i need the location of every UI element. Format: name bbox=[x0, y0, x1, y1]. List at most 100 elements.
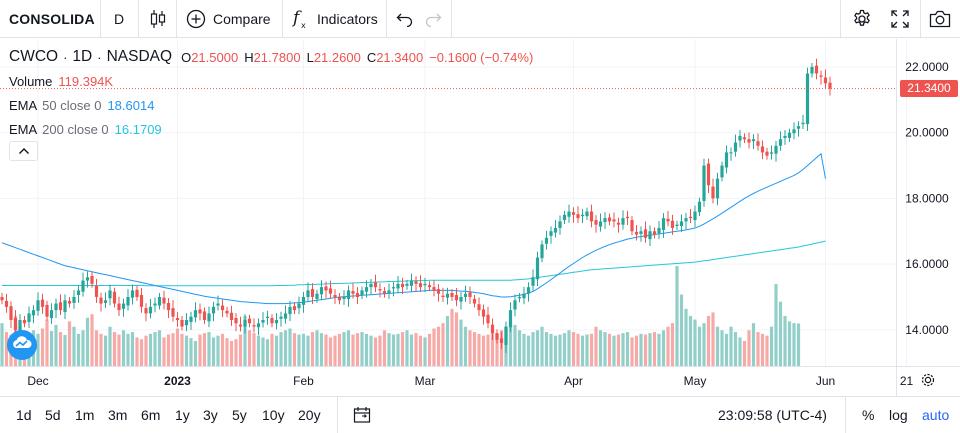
range-10y[interactable]: 10y bbox=[262, 407, 285, 423]
redo-button[interactable] bbox=[424, 0, 442, 38]
candle-body bbox=[58, 302, 63, 311]
legend-exchange: NASDAQ bbox=[106, 48, 173, 65]
snapshot-button[interactable] bbox=[929, 0, 951, 38]
range-1m[interactable]: 1m bbox=[75, 407, 95, 423]
range-6m[interactable]: 6m bbox=[141, 407, 161, 423]
legend-ema200-row[interactable]: EMA 200 close 0 16.1709 bbox=[9, 117, 533, 141]
candle-body bbox=[229, 312, 234, 320]
candle-body bbox=[400, 283, 405, 288]
percent-scale-toggle[interactable]: % bbox=[862, 407, 875, 423]
volume-bar bbox=[99, 333, 103, 366]
chart-legend: CWCO · 1D · NASDAQ O 21.5000 H 21.7800 L 21… bbox=[9, 45, 533, 141]
candle-body bbox=[391, 287, 396, 289]
time-axis: Dec 2023 Feb Mar Apr May Jun 21 bbox=[27, 373, 935, 388]
settings-button[interactable] bbox=[852, 0, 872, 38]
candle-body bbox=[238, 324, 243, 327]
price-tick-label: 20.0000 bbox=[905, 126, 949, 140]
compare-label: Compare bbox=[213, 11, 271, 27]
volume-bar bbox=[112, 332, 117, 366]
goto-date-button[interactable] bbox=[353, 406, 371, 433]
volume-bar bbox=[454, 312, 459, 366]
price-tick-label: 14.0000 bbox=[905, 323, 949, 337]
volume-bar bbox=[697, 326, 702, 366]
auto-scale-toggle[interactable]: auto bbox=[922, 407, 950, 423]
candle-body bbox=[373, 282, 378, 288]
legend-collapse-button[interactable] bbox=[9, 141, 38, 161]
volume-bar bbox=[526, 335, 531, 366]
volume-bar bbox=[234, 339, 238, 366]
range-1y[interactable]: 1y bbox=[175, 407, 190, 423]
candle-body bbox=[49, 310, 54, 319]
volume-bar bbox=[679, 294, 684, 366]
volume-bar bbox=[4, 332, 9, 366]
range-3y[interactable]: 3y bbox=[203, 407, 218, 423]
range-5d[interactable]: 5d bbox=[45, 407, 61, 423]
compare-button[interactable]: Compare bbox=[186, 0, 271, 38]
volume-bar bbox=[639, 333, 643, 366]
legend-ema50-row[interactable]: EMA 50 close 0 18.6014 bbox=[9, 93, 533, 117]
volume-bar bbox=[531, 332, 535, 366]
candle-body bbox=[40, 299, 45, 307]
volume-bar bbox=[765, 335, 769, 366]
legend-close-key: C bbox=[366, 49, 377, 65]
bottom-divider bbox=[337, 397, 338, 433]
undo-button[interactable] bbox=[396, 0, 414, 38]
candle-body bbox=[702, 165, 706, 202]
chart-type-button[interactable] bbox=[149, 0, 167, 38]
log-scale-toggle[interactable]: log bbox=[889, 407, 908, 423]
candle-body bbox=[693, 211, 697, 221]
redo-icon bbox=[424, 11, 442, 27]
volume-bar bbox=[292, 333, 297, 366]
cloud-logo-icon bbox=[11, 335, 33, 356]
volume-bar bbox=[373, 337, 378, 366]
candle-body bbox=[463, 293, 468, 297]
clock-timezone[interactable]: 23:09:58 (UTC-4) bbox=[718, 407, 827, 423]
legend-symbol-row[interactable]: CWCO · 1D · NASDAQ O 21.5000 H 21.7800 L 21… bbox=[9, 45, 533, 69]
candle-body bbox=[459, 296, 463, 302]
legend-open-key: O bbox=[181, 49, 192, 65]
candle-body bbox=[828, 82, 832, 89]
candle-body bbox=[517, 296, 522, 299]
candle-body bbox=[283, 313, 288, 319]
candle-body bbox=[472, 298, 477, 304]
candle-body bbox=[72, 296, 76, 303]
candle-body bbox=[405, 283, 409, 286]
volume-bar bbox=[571, 332, 576, 366]
candle-body bbox=[117, 303, 121, 311]
volume-bar bbox=[130, 332, 135, 366]
volume-bar bbox=[261, 337, 265, 366]
range-3m[interactable]: 3m bbox=[108, 407, 128, 423]
volume-bar bbox=[175, 328, 180, 366]
candle-body bbox=[625, 216, 630, 219]
volume-bar bbox=[760, 333, 765, 366]
candle-body bbox=[378, 289, 382, 291]
candle-body bbox=[553, 227, 558, 233]
volume-bar bbox=[103, 335, 108, 366]
candle-body bbox=[360, 290, 364, 296]
volume-bar bbox=[738, 337, 742, 366]
candle-body bbox=[783, 135, 787, 138]
volume-bar bbox=[625, 332, 630, 366]
candle-body bbox=[382, 291, 387, 294]
volume-bar bbox=[324, 334, 328, 366]
range-20y[interactable]: 20y bbox=[298, 407, 321, 423]
volume-bar bbox=[364, 333, 369, 366]
volume-bar bbox=[729, 326, 733, 366]
candle-body bbox=[477, 304, 481, 311]
candle-body bbox=[247, 318, 252, 324]
symbol-search-button[interactable]: CONSOLIDA bbox=[9, 0, 95, 38]
svg-text:x: x bbox=[301, 21, 306, 30]
toolbar-divider bbox=[176, 0, 177, 38]
range-5y[interactable]: 5y bbox=[232, 407, 247, 423]
volume-bar bbox=[553, 335, 558, 366]
candle-body bbox=[729, 152, 733, 154]
legend-volume-row[interactable]: Volume 119.394K bbox=[9, 69, 533, 93]
interval-button[interactable]: D bbox=[114, 0, 124, 38]
range-1d[interactable]: 1d bbox=[16, 407, 32, 423]
candle-body bbox=[310, 289, 315, 297]
candle-body bbox=[144, 308, 148, 314]
candle-body bbox=[265, 316, 270, 319]
fullscreen-button[interactable] bbox=[891, 0, 909, 38]
